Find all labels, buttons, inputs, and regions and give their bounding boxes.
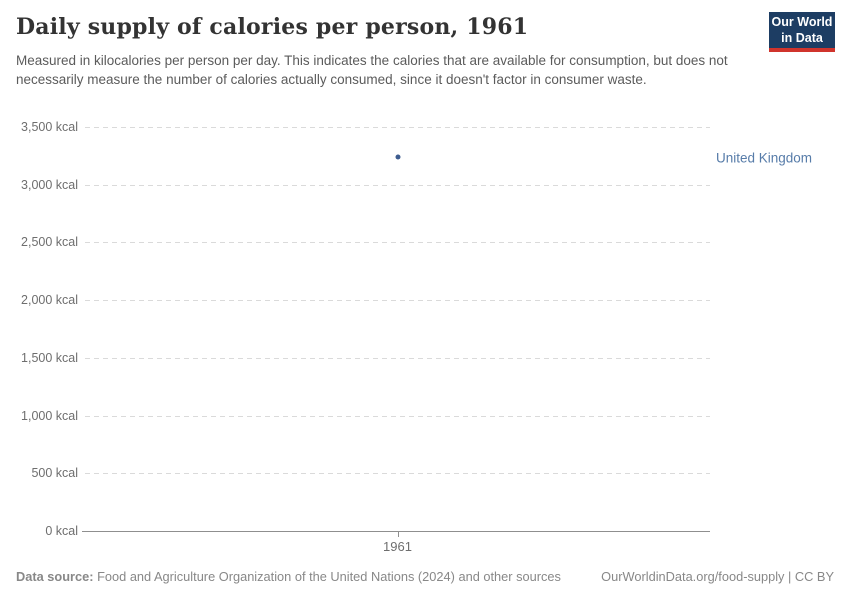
chart-title: Daily supply of calories per person, 196… [16, 14, 529, 40]
data-source-label: Data source: [16, 569, 94, 584]
series-label-united-kingdom[interactable]: United Kingdom [716, 150, 813, 165]
gridline [85, 415, 710, 417]
x-axis-tick [397, 531, 399, 537]
data-source-text: Food and Agriculture Organization of the… [97, 569, 561, 584]
y-axis-tick-label: 3,000 kcal [21, 177, 78, 192]
x-axis-line [82, 531, 710, 532]
chart-subtitle: Measured in kilocalories per person per … [16, 53, 728, 87]
data-source-note: Data source: Food and Agriculture Organi… [16, 569, 561, 584]
owid-logo-line1: Our World [771, 15, 833, 29]
owid-logo-line2: in Data [781, 31, 823, 45]
y-axis-tick-label: 500 kcal [31, 466, 78, 481]
gridline [85, 127, 710, 128]
gridline [85, 184, 710, 186]
credit-link[interactable]: OurWorldinData.org/food-supply | CC BY [601, 569, 834, 584]
gridline [85, 242, 710, 244]
x-axis-tick-label: 1961 [383, 539, 412, 554]
y-axis-tick-label: 3,500 kcal [21, 120, 78, 134]
y-axis-tick-label: 1,000 kcal [21, 408, 78, 423]
y-axis-tick-label: 1,500 kcal [21, 350, 78, 365]
y-axis-tick-label: 0 kcal [45, 524, 78, 538]
gridline [85, 473, 710, 475]
gridline [85, 300, 710, 302]
y-axis-tick-label: 2,000 kcal [21, 293, 78, 308]
data-point-united-kingdom[interactable] [395, 154, 400, 160]
gridline [85, 357, 710, 359]
chart-footer: Data source: Food and Agriculture Organi… [16, 569, 834, 584]
y-axis-tick-label: 2,500 kcal [21, 235, 78, 250]
owid-logo[interactable]: Our World in Data [769, 12, 835, 52]
